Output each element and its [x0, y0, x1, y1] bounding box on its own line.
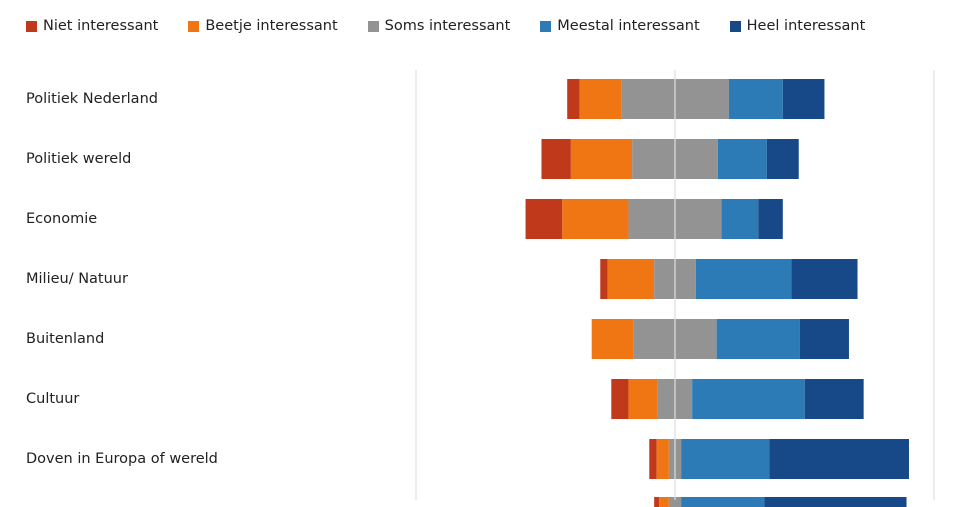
category-label: Doven in Europa of wereld [26, 451, 218, 467]
category-label: Politiek wereld [26, 151, 132, 167]
legend-label: Soms interessant [384, 18, 511, 34]
bar-heel-interessant [791, 259, 858, 299]
bar-meestal-interessant [716, 319, 800, 359]
bar-heel-interessant [766, 139, 799, 179]
bar-meestal-interessant [728, 79, 783, 119]
bar-niet-interessant [541, 139, 571, 179]
bar-meestal-interessant [695, 259, 792, 299]
bar-beetje-interessant [591, 319, 634, 359]
bar-beetje-interessant [562, 199, 629, 239]
bar-meestal-interessant [717, 139, 767, 179]
bar-heel-interessant [769, 439, 909, 479]
bar-niet-interessant [600, 259, 608, 299]
bar-beetje-interessant [607, 259, 655, 299]
category-label: Economie [26, 211, 98, 227]
legend-label: Beetje interessant [205, 18, 338, 34]
bar-beetje-interessant [656, 439, 669, 479]
legend-item-3: Meestal interessant [540, 18, 700, 34]
bar-cropped [668, 497, 682, 507]
legend-swatch [540, 20, 552, 32]
bar-meestal-interessant [721, 199, 759, 239]
bar-beetje-interessant [628, 379, 658, 419]
legend-label: Niet interessant [43, 18, 159, 34]
bar-heel-interessant [782, 79, 825, 119]
bar-cropped [659, 497, 669, 507]
legend-label: Meestal interessant [557, 18, 700, 34]
bar-niet-interessant [611, 379, 629, 419]
bar-heel-interessant [758, 199, 783, 239]
legend-item-1: Beetje interessant [188, 18, 338, 34]
bar-cropped [764, 497, 907, 507]
legend-swatch [367, 20, 379, 32]
legend-item-2: Soms interessant [367, 18, 511, 34]
category-label: Cultuur [26, 391, 80, 407]
category-label: Politiek Nederland [26, 91, 158, 107]
bar-cropped [681, 497, 765, 507]
legend-swatch [729, 20, 741, 32]
category-label: Buitenland [26, 331, 105, 347]
chart-legend: Niet interessant Beetje interessant Soms i… [26, 14, 895, 38]
bar-beetje-interessant [570, 139, 633, 179]
bar-heel-interessant [799, 319, 849, 359]
bar-niet-interessant [649, 439, 657, 479]
bar-cropped [654, 497, 660, 507]
bar-meestal-interessant [692, 379, 805, 419]
legend-swatch [26, 20, 37, 32]
bar-meestal-interessant [681, 439, 770, 479]
legend-label: Heel interessant [746, 18, 866, 34]
bar-niet-interessant [525, 199, 563, 239]
bar-niet-interessant [567, 79, 580, 119]
category-label: Milieu/ Natuur [26, 271, 128, 287]
legend-swatch [188, 20, 200, 32]
bar-heel-interessant [804, 379, 864, 419]
bar-beetje-interessant [579, 79, 622, 119]
legend-item-0: Niet interessant [26, 18, 158, 34]
legend-item-4: Heel interessant [729, 18, 866, 34]
